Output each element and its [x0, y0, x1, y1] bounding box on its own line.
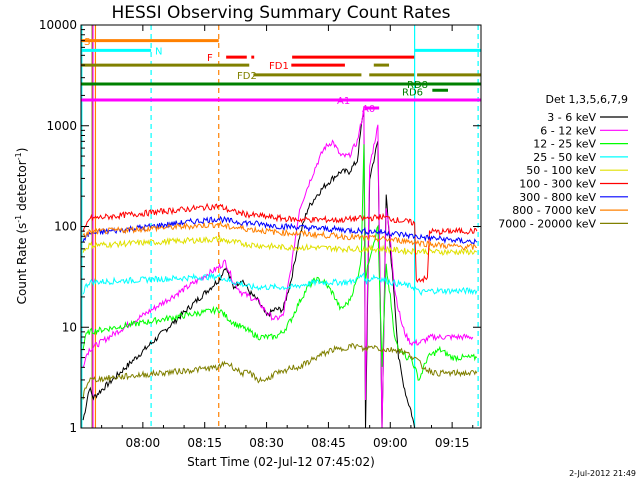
legend-label-5: 100 - 300 keV — [519, 178, 596, 191]
legend-label-0: 3 - 6 keV — [547, 111, 596, 124]
y-axis-label-sup2: -1 — [14, 152, 23, 160]
flag-label-f: F — [207, 53, 213, 64]
flag-label-rd6: RD6 — [402, 87, 423, 98]
y-tick-label-3: 1000 — [46, 119, 77, 133]
legend-label-2: 12 - 25 keV — [533, 138, 596, 151]
y-axis-label: Count Rate (s-1 detector-1) — [14, 148, 29, 305]
legend-label-1: 6 - 12 keV — [540, 124, 596, 137]
timestamp: 2-Jul-2012 21:49 — [569, 469, 636, 478]
x-axis-label: Start Time (02-Jul-12 07:45:02) — [187, 455, 375, 469]
flag-label-fd2: FD2 — [237, 71, 257, 82]
y-tick-label-4: 10000 — [39, 18, 77, 32]
flag-label-a0: A0 — [362, 104, 375, 115]
x-axis-ticks: 08:00 08:15 08:30 08:45 09:00 09:15 — [101, 25, 474, 450]
flag-label-a1: A1 — [337, 96, 350, 107]
y-tick-label-1: 10 — [62, 320, 77, 334]
y-axis-label-main: Count Rate (s — [15, 223, 29, 305]
series-line-3 — [82, 271, 478, 296]
flag-label-rd8: RD8 — [407, 80, 428, 91]
legend-title: Det 1,3,5,6,7,9 — [545, 93, 628, 106]
x-tick-label-1: 08:15 — [187, 436, 222, 450]
legend-label-6: 300 - 800 keV — [519, 191, 596, 204]
flag-label-n: N — [155, 46, 162, 57]
y-axis-ticks: 1 10 100 1000 10000 — [39, 18, 481, 435]
x-tick-label-4: 09:00 — [373, 436, 408, 450]
flag-label-fd1: FD1 — [269, 61, 289, 72]
x-tick-label-0: 08:00 — [126, 436, 161, 450]
y-tick-label-0: 1 — [69, 421, 77, 435]
plot-inner — [81, 25, 481, 428]
legend-label-8: 7000 - 20000 keV — [498, 217, 596, 230]
chart-title: HESSI Observing Summary Count Rates — [111, 3, 450, 23]
x-tick-label-3: 08:45 — [311, 436, 346, 450]
x-tick-label-5: 09:15 — [435, 436, 470, 450]
y-tick-label-2: 100 — [54, 220, 77, 234]
flag-label-s: S — [84, 37, 90, 48]
y-axis-label-close: ) — [15, 148, 29, 153]
legend-label-4: 50 - 100 keV — [526, 164, 596, 177]
y-axis-label-sup: -1 — [14, 215, 23, 223]
series-line-6 — [82, 215, 478, 246]
y-axis-label-mid: detector — [15, 160, 29, 215]
series-line-0 — [82, 112, 416, 428]
series-line-1 — [82, 106, 474, 428]
series-line-4 — [82, 234, 478, 256]
legend-label-7: 800 - 7000 keV — [512, 204, 596, 217]
legend-label-3: 25 - 50 keV — [533, 151, 596, 164]
series-line-8 — [82, 342, 478, 400]
series-line-7 — [82, 220, 477, 251]
series-line-5 — [82, 202, 478, 284]
series-line-2 — [82, 144, 478, 381]
x-tick-label-2: 08:30 — [249, 436, 284, 450]
